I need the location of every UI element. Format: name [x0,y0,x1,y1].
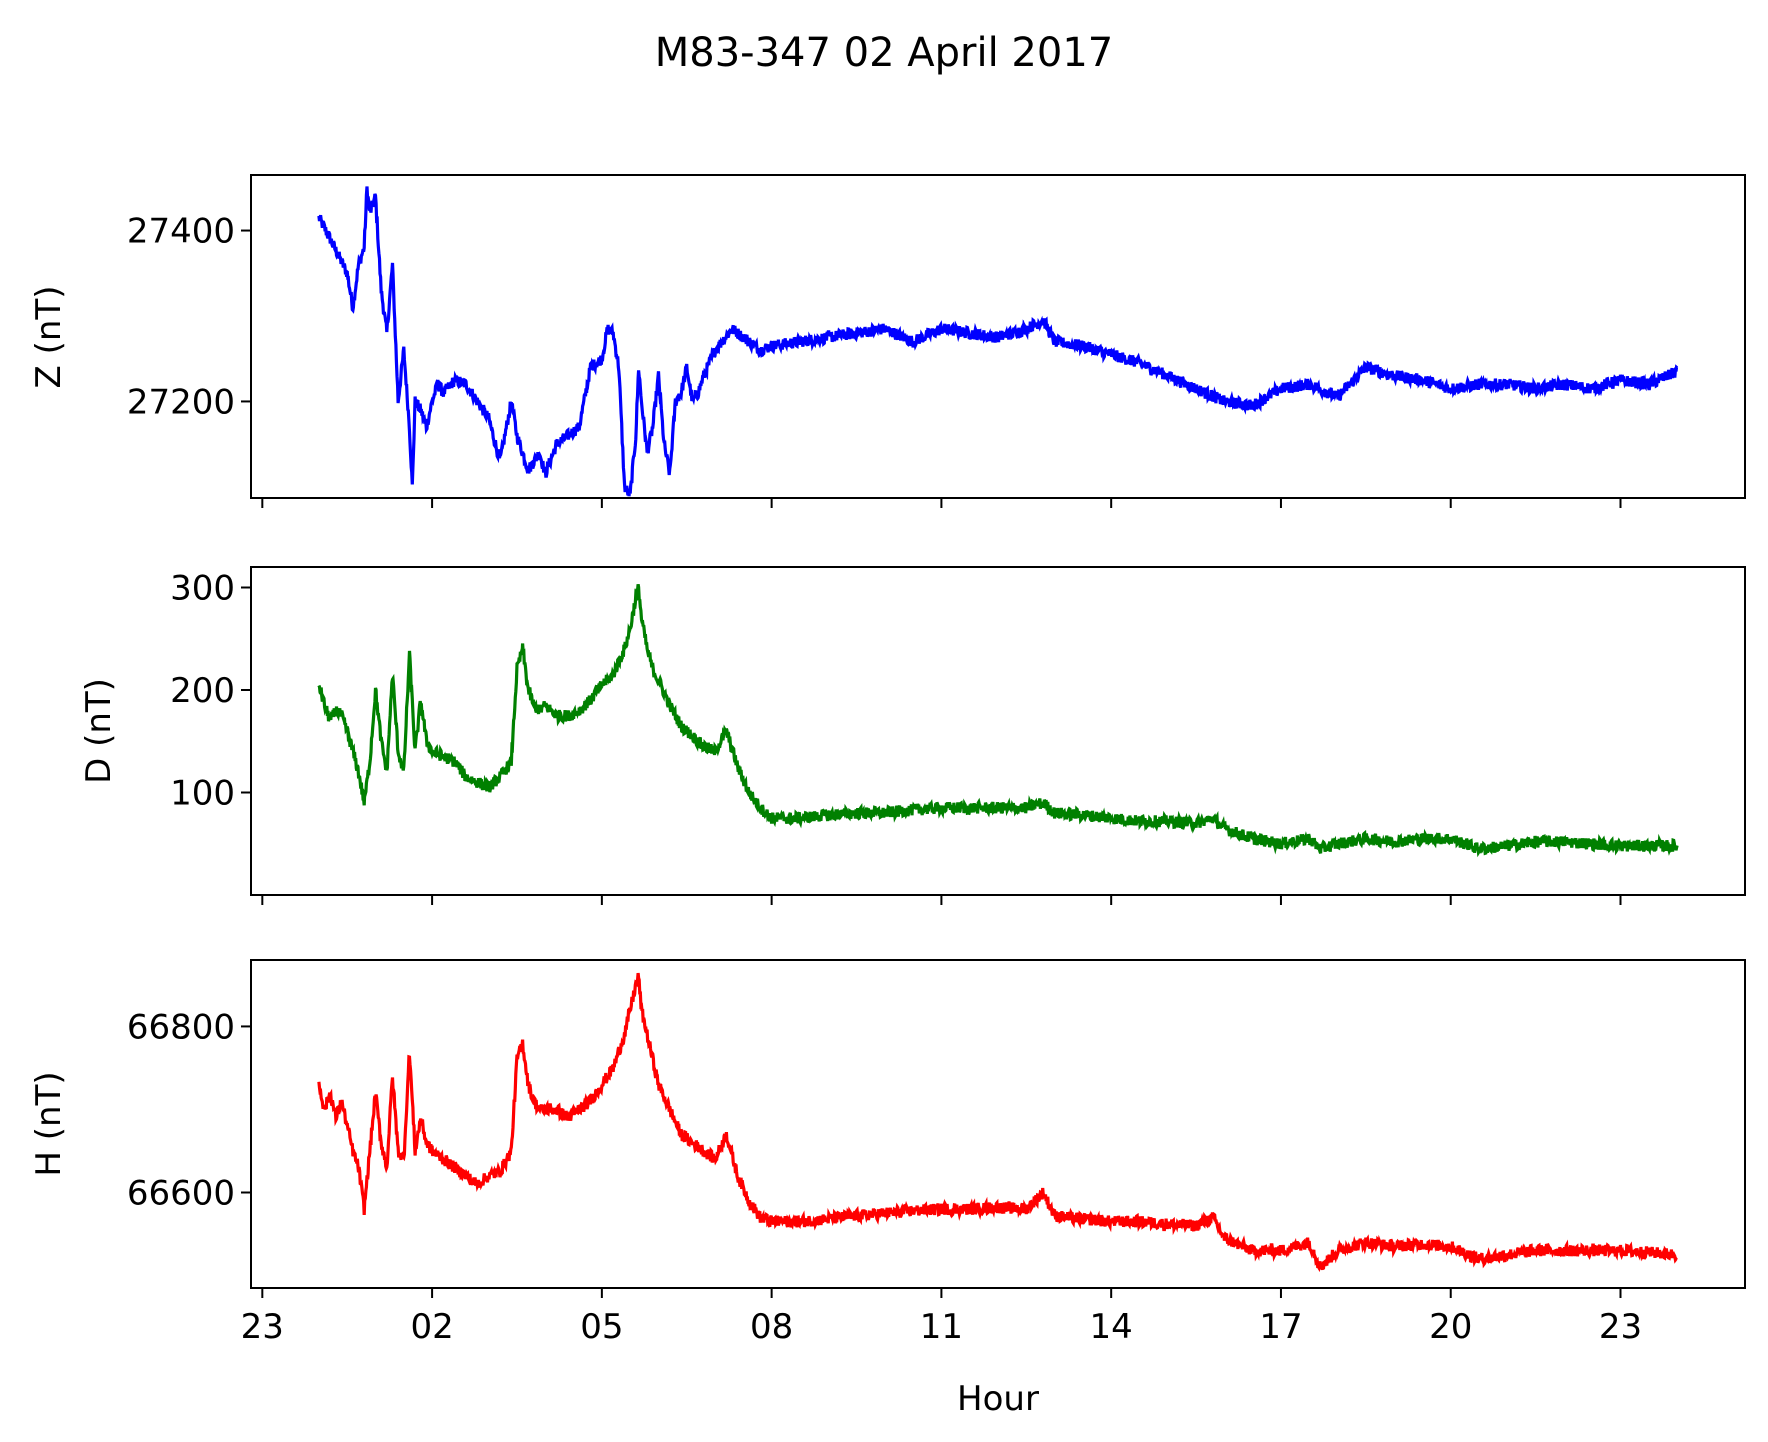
x-tick-label: 05 [580,1307,623,1347]
y-axis-label-d: D (nT) [79,678,119,784]
plot-area-d [250,566,1746,896]
y-tick-label: 27400 [127,212,235,252]
plot-area-h [250,959,1746,1289]
series-line-z [317,186,1679,497]
x-tick-label: 20 [1429,1307,1472,1347]
y-tick-label: 100 [170,774,235,814]
x-tick-label: 11 [920,1307,963,1347]
y-axis-label-z: Z (nT) [29,286,69,389]
x-ticks-h [261,1288,1622,1298]
x-tick-label: 23 [241,1307,284,1347]
x-tick-label: 17 [1259,1307,1302,1347]
x-tick-label: 23 [1599,1307,1642,1347]
series-line-h [317,972,1678,1273]
x-tick-label: 02 [410,1307,453,1347]
panel-h: 66600 66800 23 02 05 08 11 14 17 20 23 H (nT) [29,959,1746,1347]
x-axis-label: Hour [957,1379,1039,1419]
x-tick-labels: 23 02 05 08 11 14 17 20 23 [241,1307,1642,1347]
y-ticks-h: 66600 66800 [127,1007,251,1214]
panel-d: 100 200 300 D (nT) [79,566,1746,905]
y-tick-label: 300 [170,569,235,609]
y-tick-label: 200 [170,671,235,711]
series-line-d [317,584,1679,858]
y-tick-label: 66800 [127,1007,235,1047]
x-ticks-d [261,895,1622,905]
y-axis-label-h: H (nT) [29,1071,69,1176]
panel-z: 27200 27400 Z (nT) [29,174,1746,508]
y-ticks-z: 27200 27400 [127,212,251,422]
figure-title: M83-347 02 April 2017 [655,30,1113,76]
x-tick-label: 08 [750,1307,793,1347]
y-tick-label: 66600 [127,1174,235,1214]
x-tick-label: 14 [1090,1307,1133,1347]
x-ticks-z [261,498,1622,508]
y-tick-label: 27200 [127,382,235,422]
y-ticks-d: 100 200 300 [170,569,251,814]
